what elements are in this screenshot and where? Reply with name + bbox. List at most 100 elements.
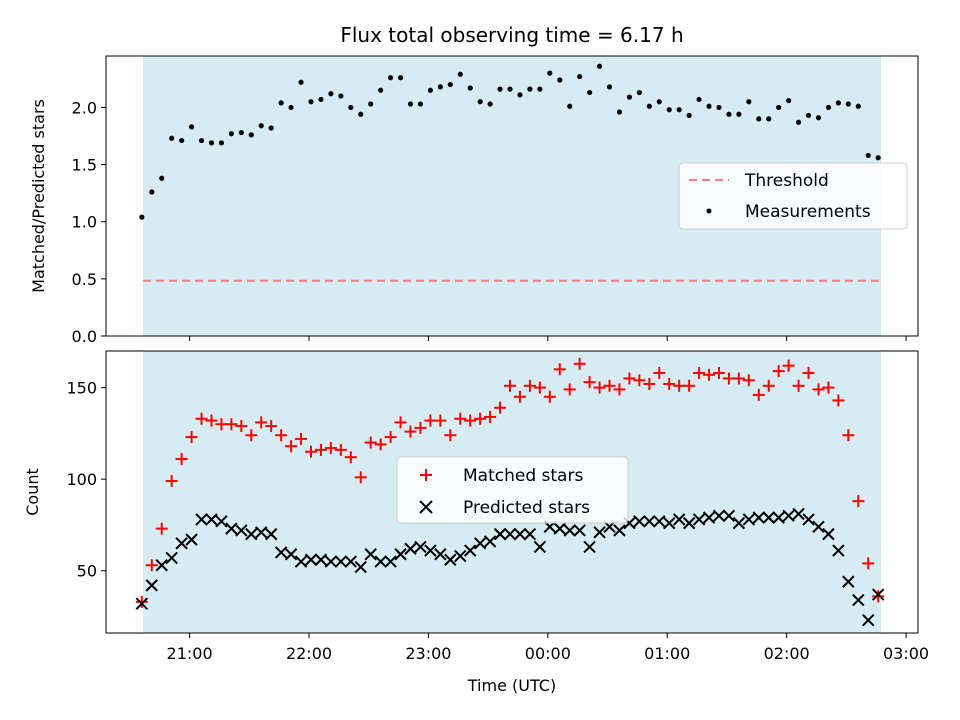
predicted-point xyxy=(334,555,348,568)
measurement-point xyxy=(447,81,453,88)
measurement-point xyxy=(477,99,483,105)
x-tick-label: 22:00 xyxy=(286,644,332,663)
matched-point xyxy=(195,412,208,425)
matched-point xyxy=(633,374,646,387)
top-y-tick-label: 1.5 xyxy=(72,156,97,175)
predicted-point xyxy=(772,511,785,524)
measurement-point xyxy=(825,104,832,111)
top-legend-box xyxy=(678,162,908,230)
matched-point xyxy=(304,445,317,458)
predicted-point xyxy=(573,524,586,537)
measurement-point xyxy=(238,129,244,136)
measurement-point xyxy=(288,104,294,111)
predicted-point xyxy=(812,520,825,533)
predicted-point xyxy=(225,522,238,535)
predicted-point xyxy=(165,551,178,565)
matched-point xyxy=(464,414,477,427)
matched-point xyxy=(792,379,805,392)
measurement-point xyxy=(616,109,623,115)
bottom-y-axis: 50 100 150 xyxy=(66,379,106,581)
matched-point xyxy=(324,442,337,455)
matched-point xyxy=(703,368,716,381)
measurement-point xyxy=(208,140,215,146)
matched-point xyxy=(782,359,795,372)
measurement-point xyxy=(646,103,652,109)
predicted-point xyxy=(523,527,537,541)
measurement-point xyxy=(557,77,563,83)
legend-threshold-label: Threshold xyxy=(744,171,829,191)
x-tick-label: 00:00 xyxy=(525,644,571,663)
predicted-point xyxy=(394,548,407,561)
predicted-point xyxy=(384,555,397,568)
predicted-point xyxy=(414,540,427,554)
matched-point xyxy=(812,383,825,396)
matched-point xyxy=(643,377,656,390)
x-tick-label: 01:00 xyxy=(644,644,690,663)
top-y-tick-label: 0.0 xyxy=(72,327,97,346)
legend-measurements-label: Measurements xyxy=(745,202,871,222)
predicted-point xyxy=(444,553,457,566)
predicted-point xyxy=(473,537,487,550)
measurement-point xyxy=(218,140,225,146)
measurement-point xyxy=(636,89,642,96)
predicted-point xyxy=(672,513,686,526)
chart-title: Flux total observing time = 6.17 h xyxy=(340,23,683,47)
predicted-point xyxy=(294,555,308,568)
measurement-point xyxy=(387,75,394,81)
matched-point xyxy=(364,436,377,449)
predicted-point xyxy=(832,544,845,557)
legend-measurements-swatch xyxy=(706,208,712,214)
measurement-point xyxy=(497,86,503,92)
matched-point xyxy=(653,366,666,379)
predicted-point xyxy=(245,527,258,541)
bottom-legend: Matched stars Predicted stars xyxy=(396,456,629,524)
predicted-point xyxy=(782,509,795,523)
measurement-point xyxy=(606,84,613,90)
predicted-point xyxy=(593,526,606,539)
predicted-point xyxy=(702,511,716,524)
predicted-point xyxy=(314,553,328,566)
predicted-point xyxy=(792,507,805,521)
matched-point xyxy=(593,381,606,394)
measurement-point xyxy=(726,111,732,117)
predicted-point xyxy=(155,559,168,572)
measurement-point xyxy=(835,100,841,106)
measurement-point xyxy=(358,111,364,117)
measurement-point xyxy=(596,63,603,69)
predicted-point xyxy=(255,526,268,539)
matched-point xyxy=(205,414,218,427)
predicted-stars-points xyxy=(135,507,885,627)
measurement-point xyxy=(487,101,493,107)
matched-point xyxy=(712,366,725,379)
predicted-point xyxy=(633,515,646,528)
predicted-point xyxy=(175,537,188,550)
matched-point xyxy=(235,420,248,433)
matched-point xyxy=(434,414,447,427)
measurement-point xyxy=(766,116,772,122)
predicted-point xyxy=(732,516,746,530)
measurement-point xyxy=(378,87,384,93)
x-tick-label: 03:00 xyxy=(883,644,929,663)
matched-point xyxy=(135,595,148,608)
predicted-point xyxy=(215,515,228,528)
matched-point xyxy=(225,418,238,431)
measurement-point xyxy=(696,96,702,103)
measurement-point xyxy=(716,104,722,111)
predicted-point xyxy=(852,593,865,607)
matched-point xyxy=(583,376,596,389)
measurement-point xyxy=(865,152,871,159)
matched-point xyxy=(155,522,168,535)
predicted-point xyxy=(344,555,358,568)
predicted-point xyxy=(553,522,566,535)
predicted-point xyxy=(663,516,676,530)
measurement-point xyxy=(268,125,274,131)
matched-point xyxy=(533,381,546,394)
bottom-y-tick-label: 100 xyxy=(66,470,97,489)
measurement-point xyxy=(159,175,165,181)
predicted-point xyxy=(324,555,338,568)
matched-point xyxy=(175,453,188,466)
measurement-point xyxy=(736,111,742,117)
matched-point xyxy=(165,475,178,488)
matched-point xyxy=(474,412,487,425)
